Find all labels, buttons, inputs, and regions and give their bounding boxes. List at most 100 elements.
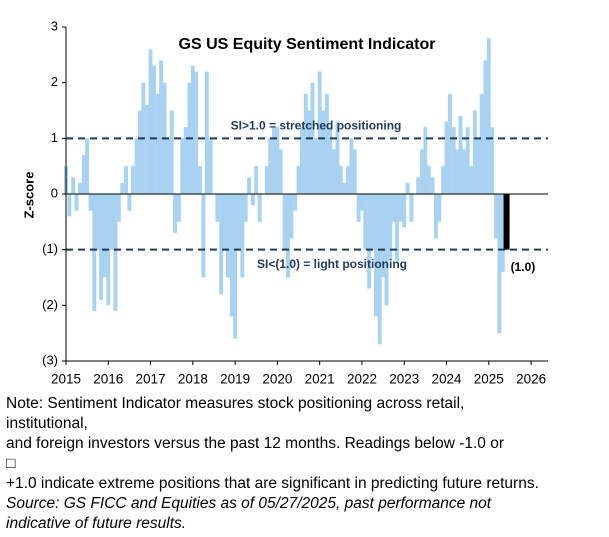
bar <box>278 149 283 194</box>
bar <box>215 194 220 222</box>
chart: GS US Equity Sentiment Indicator Z-score… <box>21 18 548 387</box>
bar <box>377 194 382 345</box>
bar <box>430 177 435 194</box>
bar <box>296 166 301 194</box>
bar <box>92 194 97 311</box>
bar <box>95 194 100 250</box>
y-axis-label: Z-score <box>21 172 36 219</box>
bar <box>324 93 329 194</box>
bar <box>159 60 164 195</box>
bar <box>483 60 488 195</box>
bar <box>169 110 174 194</box>
bar <box>250 194 255 206</box>
reference-label: SI>1.0 = stretched positioning <box>231 119 402 133</box>
bar <box>124 166 129 194</box>
bar <box>486 38 491 195</box>
bar <box>423 127 428 194</box>
bar <box>222 194 227 250</box>
bar <box>272 127 276 194</box>
bar <box>293 194 298 211</box>
bar <box>85 138 90 194</box>
bar <box>381 194 386 278</box>
bar <box>395 194 400 261</box>
bar <box>299 127 304 194</box>
bar <box>201 194 206 278</box>
bar <box>490 127 495 194</box>
bar <box>77 182 82 194</box>
bar <box>447 93 452 194</box>
bar <box>317 71 322 194</box>
x-tick-label: 2018 <box>178 372 208 387</box>
bar <box>476 138 481 194</box>
y-tick-label: 0 <box>51 185 58 200</box>
bar <box>155 93 160 194</box>
reference-label: SI<(1.0) = light positioning <box>257 257 407 271</box>
bar <box>458 116 463 194</box>
bar <box>219 194 224 295</box>
bar <box>254 166 259 194</box>
bar <box>398 194 403 222</box>
bar <box>342 182 347 194</box>
bar <box>127 194 132 211</box>
bar <box>204 71 209 194</box>
x-tick-label: 2020 <box>262 372 292 387</box>
bar <box>360 194 364 211</box>
x-tick-label: 2017 <box>136 372 166 387</box>
bar <box>363 194 368 250</box>
bar <box>109 194 114 250</box>
bar <box>373 194 378 317</box>
bar <box>257 194 262 222</box>
note-line: and foreign investors versus the past 12… <box>6 435 504 452</box>
bar <box>331 149 336 194</box>
bar <box>465 127 470 194</box>
note-line: Note: Sentiment Indicator measures stock… <box>6 395 465 412</box>
bar <box>243 194 248 222</box>
notes: Note: Sentiment Indicator measures stock… <box>6 394 609 534</box>
bar <box>384 194 389 306</box>
bar <box>367 194 372 289</box>
bar <box>138 110 142 194</box>
x-tick-label: 2024 <box>432 372 463 387</box>
x-tick-label: 2016 <box>93 372 123 387</box>
x-tick-label: 2019 <box>220 372 250 387</box>
bar <box>303 93 308 194</box>
bar <box>183 127 188 194</box>
bar <box>190 65 195 194</box>
bar <box>426 166 431 194</box>
bar <box>433 194 438 239</box>
bar <box>405 182 410 194</box>
bar <box>264 166 269 194</box>
bar <box>229 194 234 317</box>
bar <box>180 138 185 194</box>
bar <box>282 194 287 250</box>
bar <box>402 194 407 228</box>
x-tick-label: 2025 <box>474 372 504 387</box>
bar <box>67 194 72 217</box>
latest-bar <box>503 194 510 250</box>
source-line: Source: GS FICC and Equities as of 05/27… <box>6 495 492 512</box>
bar <box>497 194 502 334</box>
bar <box>176 194 181 222</box>
bar <box>500 194 505 272</box>
bar <box>81 155 86 194</box>
bar <box>338 166 343 194</box>
bar <box>233 194 238 339</box>
note-line: +1.0 indicate extreme positions that are… <box>6 475 539 492</box>
x-tick-label: 2021 <box>305 372 335 387</box>
bar <box>102 194 107 278</box>
bar <box>173 194 178 233</box>
source-line: indicative of future results. <box>6 515 187 532</box>
bar <box>99 194 104 300</box>
y-tick-label: 1 <box>51 130 58 145</box>
bar <box>352 149 357 194</box>
bar <box>166 138 171 194</box>
bar <box>268 138 273 194</box>
y-tick-label: (2) <box>42 297 58 312</box>
bar <box>328 127 333 194</box>
bar <box>455 149 460 194</box>
bar <box>130 166 135 194</box>
y-tick-label: (1) <box>42 241 58 256</box>
bar <box>472 110 477 194</box>
bar <box>391 194 396 222</box>
bar <box>462 149 467 194</box>
